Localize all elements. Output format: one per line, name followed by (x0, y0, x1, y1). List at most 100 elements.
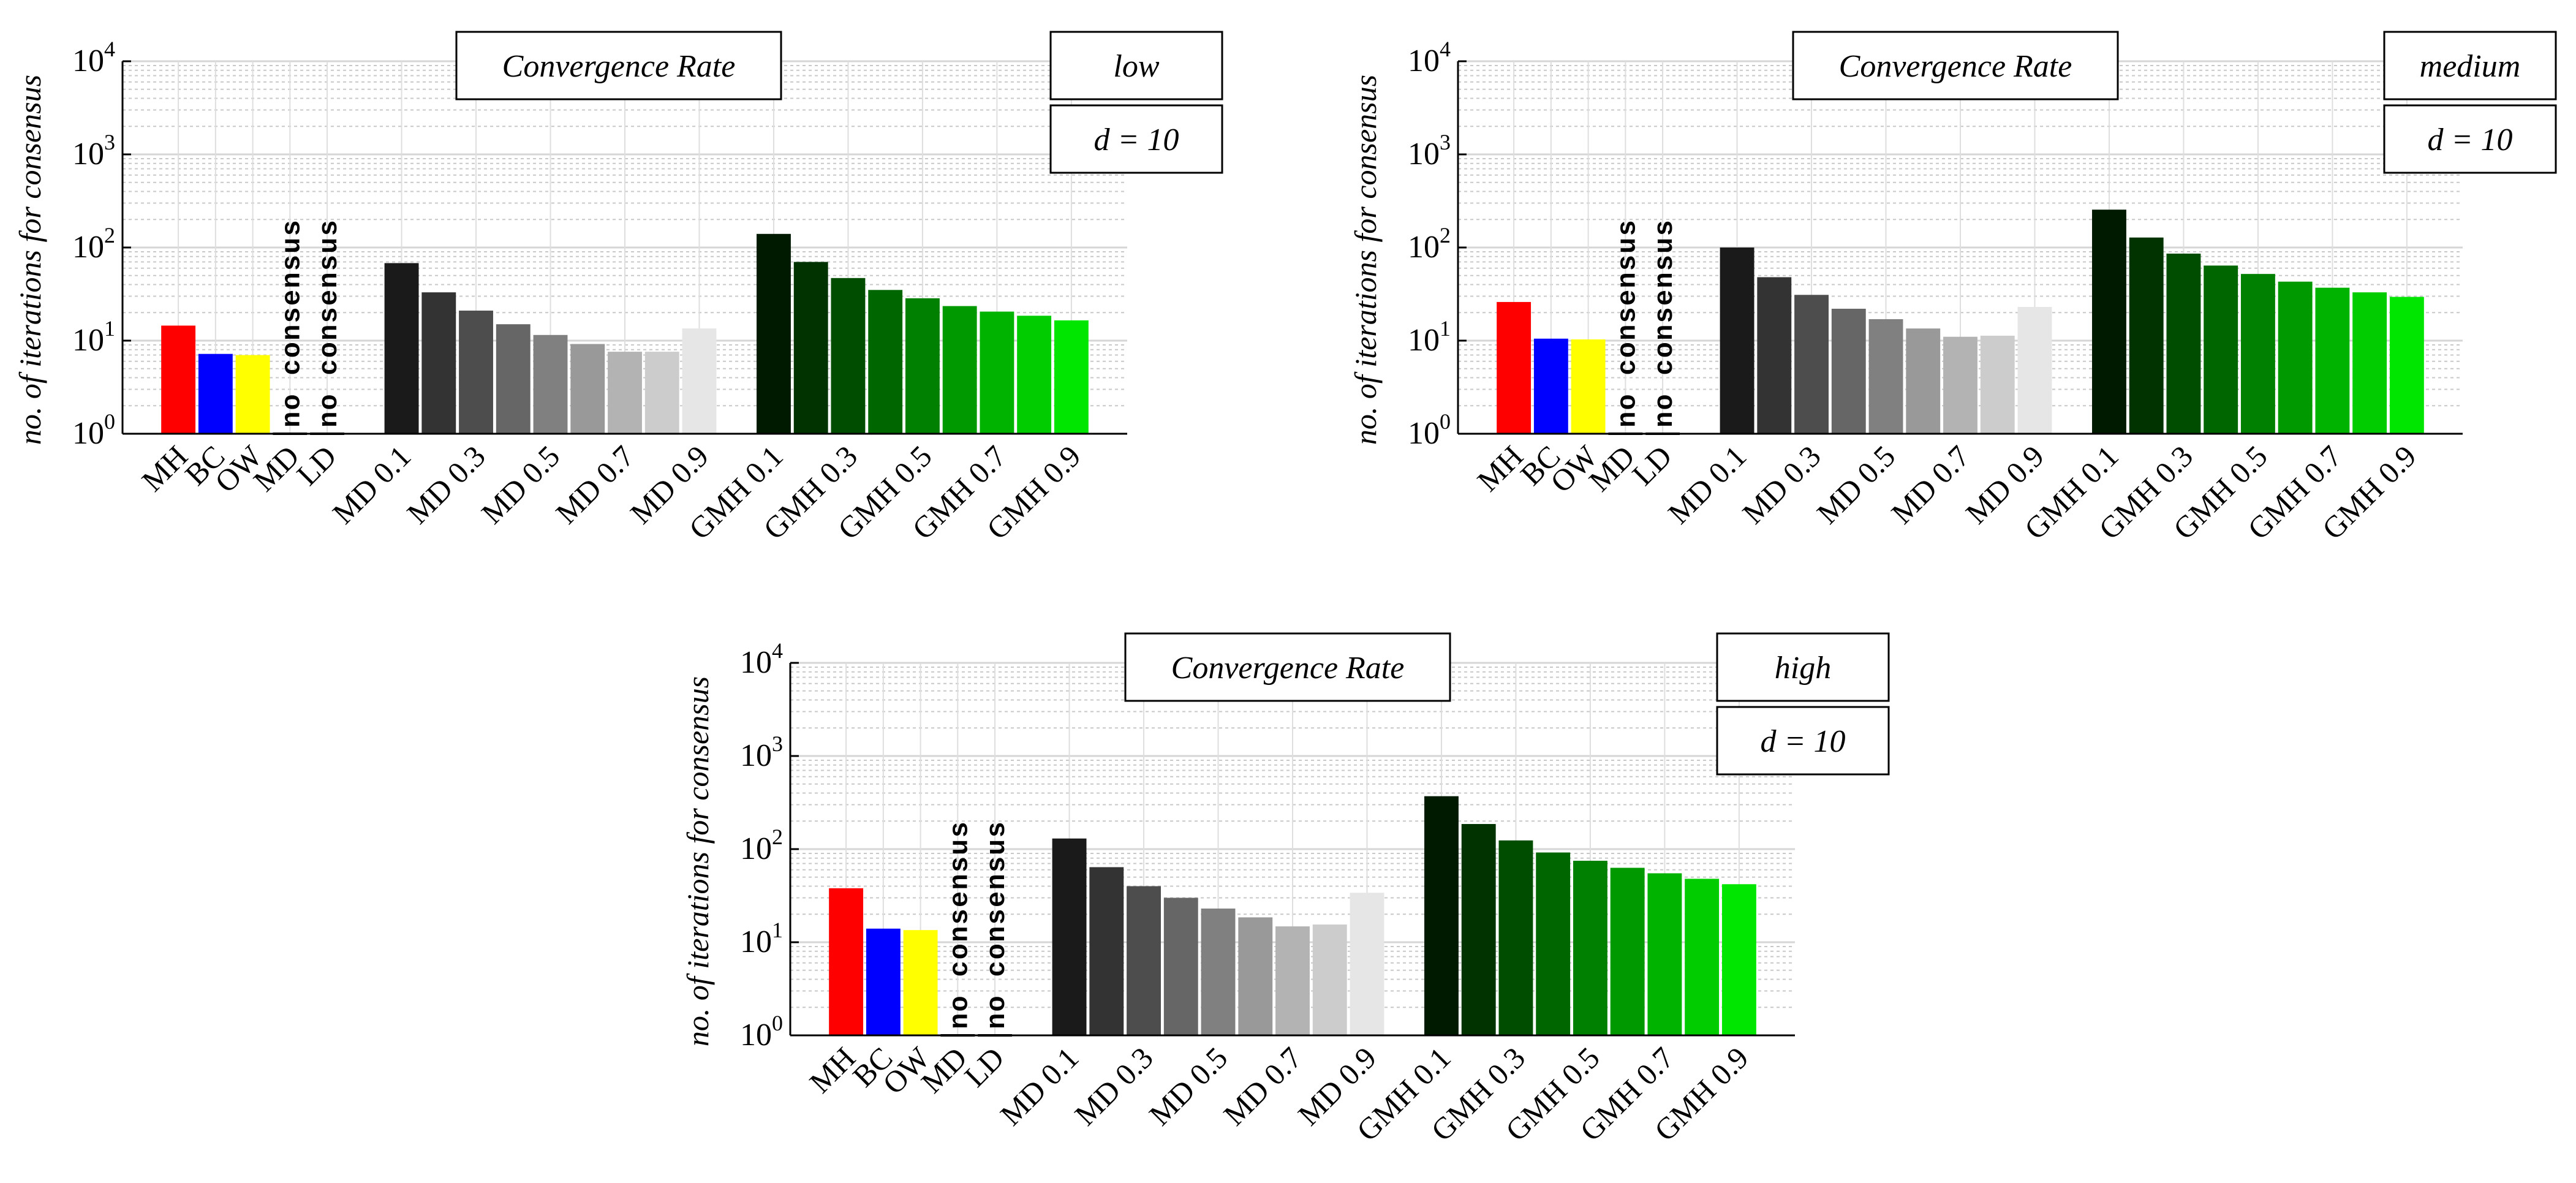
bar (2166, 253, 2201, 434)
chart-panel: no consensus no consensus100101102103104n… (13, 31, 1223, 546)
bar (384, 263, 419, 434)
x-tick-label: LD (958, 1040, 1011, 1094)
x-tick-label: MD 0.5 (1143, 1040, 1234, 1132)
bar (608, 352, 642, 434)
bar (644, 352, 679, 434)
x-tick-label: MD 0.3 (1068, 1040, 1160, 1132)
bar (198, 353, 233, 434)
bar (757, 233, 791, 434)
bar (1868, 319, 1903, 434)
y-tick-label: 103 (1408, 130, 1451, 172)
y-tick-base: 10 (1408, 230, 1440, 265)
no-consensus-label: no consensus (945, 820, 975, 1029)
y-tick-label: 102 (72, 223, 115, 265)
badge-box (1716, 632, 1890, 702)
y-tick-base: 10 (740, 924, 772, 959)
bar (1127, 886, 1161, 1035)
bar (1980, 335, 2015, 434)
bar (1906, 328, 1941, 434)
bar (1461, 824, 1496, 1035)
x-tick-label: MD 0.5 (1810, 439, 1902, 531)
bar (2315, 287, 2350, 434)
dimension-badge: d = 10 (2427, 123, 2512, 157)
y-tick-base: 10 (1408, 137, 1440, 172)
title-box (1792, 31, 2119, 100)
bar (1163, 898, 1198, 1035)
chart-panel: no consensus no consensus100101102103104n… (1348, 31, 2557, 546)
y-tick-exponent: 1 (1440, 316, 1451, 341)
bar (980, 311, 1014, 434)
opinion-level-badge: medium (2420, 49, 2521, 84)
bar (1610, 867, 1645, 1035)
title-box (1124, 632, 1451, 702)
bar (496, 324, 531, 434)
bar (868, 290, 903, 434)
bar (1497, 301, 1532, 434)
x-tick-label: MD 0.1 (994, 1040, 1086, 1132)
bar (1794, 295, 1829, 434)
bar (1017, 316, 1052, 434)
y-tick-label: 104 (740, 638, 783, 680)
y-tick-exponent: 2 (772, 825, 783, 849)
x-tick-label: LD (290, 439, 343, 492)
badge-box (1716, 706, 1890, 776)
bar (1647, 873, 1682, 1035)
bar (1533, 338, 1568, 434)
bar (1312, 924, 1347, 1035)
bar (1052, 838, 1087, 1035)
y-tick-exponent: 0 (772, 1011, 783, 1035)
y-axis-label: no. of iterations for consensus (13, 75, 47, 445)
y-tick-exponent: 2 (104, 223, 115, 248)
bar (942, 306, 977, 434)
y-tick-base: 10 (740, 645, 772, 680)
x-tick-label: MD 0.1 (1661, 439, 1753, 531)
badge-box (2383, 31, 2557, 100)
bar (2352, 292, 2387, 434)
x-tick-label: MD 0.3 (1736, 439, 1827, 531)
bar (1831, 308, 1866, 434)
bar (1720, 248, 1754, 434)
chart-panel: no consensus no consensus100101102103104n… (681, 632, 1890, 1147)
y-tick-label: 100 (740, 1011, 783, 1053)
bar (793, 262, 828, 434)
y-tick-exponent: 4 (772, 638, 783, 663)
y-tick-base: 10 (740, 1018, 772, 1053)
bar (1424, 796, 1459, 1035)
y-tick-label: 103 (72, 130, 115, 172)
y-tick-label: 101 (1408, 316, 1451, 358)
y-tick-label: 100 (1408, 409, 1451, 451)
bar (2092, 210, 2126, 434)
badge-box (1049, 31, 1223, 100)
bar (866, 928, 901, 1035)
y-tick-label: 102 (1408, 223, 1451, 265)
chart-title: Convergence Rate (502, 49, 736, 84)
y-tick-base: 10 (740, 831, 772, 866)
bar (1571, 339, 1606, 434)
y-tick-exponent: 1 (104, 316, 115, 341)
y-tick-label: 104 (72, 37, 115, 78)
no-consensus-label: no consensus (982, 820, 1013, 1029)
bar (2129, 237, 2164, 434)
y-tick-exponent: 2 (1440, 223, 1451, 248)
y-tick-base: 10 (1408, 323, 1440, 358)
y-tick-base: 10 (72, 323, 104, 358)
bar (1536, 852, 1571, 1035)
y-tick-label: 104 (1408, 37, 1451, 78)
y-tick-exponent: 3 (1440, 130, 1451, 154)
bar (1238, 917, 1273, 1035)
y-tick-exponent: 0 (104, 409, 115, 434)
bars: no consensus no consensus (829, 796, 1756, 1037)
x-tick-label: MD 0.3 (400, 439, 492, 531)
bar (235, 355, 270, 434)
chart-title: Convergence Rate (1839, 49, 2072, 84)
title-box (455, 31, 782, 100)
bar (905, 298, 940, 434)
bar (161, 325, 196, 434)
chart-title: Convergence Rate (1171, 651, 1405, 686)
x-tick-label: MD 0.7 (549, 439, 641, 531)
bars: no consensus no consensus (161, 219, 1089, 435)
bar (459, 311, 493, 434)
x-tick-label: MD 0.7 (1217, 1040, 1309, 1132)
no-consensus-label: no consensus (277, 219, 308, 428)
